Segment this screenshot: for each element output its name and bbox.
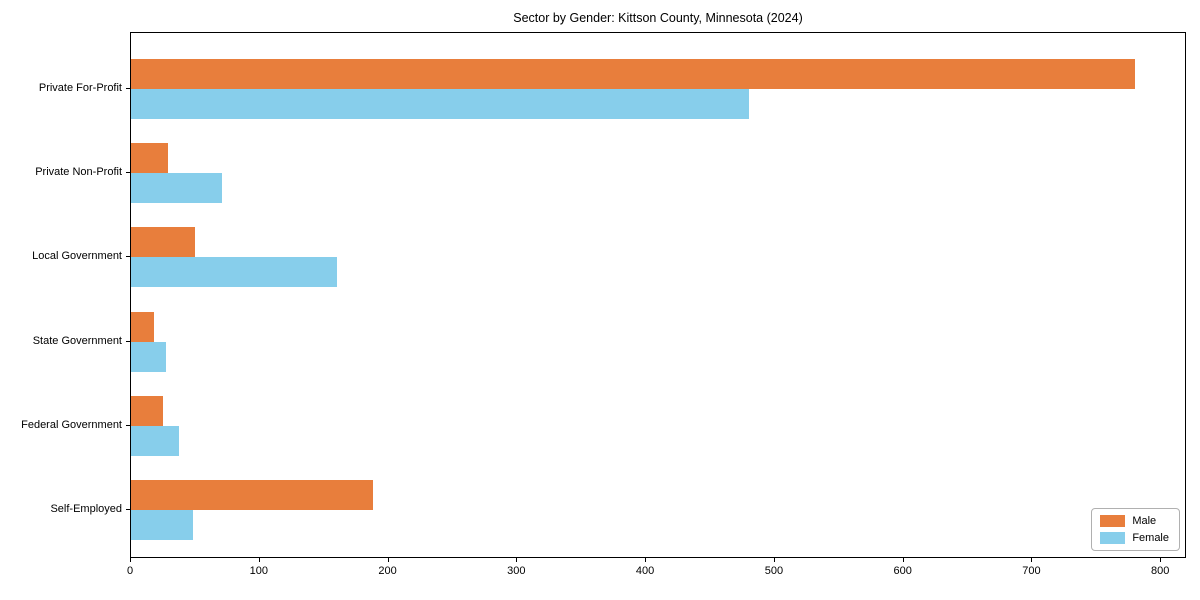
xtick-mark	[1160, 558, 1162, 562]
ytick-mark	[126, 88, 130, 89]
bar-female-3	[131, 257, 337, 288]
legend-label: Male	[1132, 515, 1157, 527]
ytick-label: Self-Employed	[50, 503, 122, 515]
ytick-mark	[126, 256, 130, 258]
bar-female-4	[131, 341, 166, 372]
ytick-label: Private Non-Profit	[35, 166, 122, 179]
bar-male-6	[131, 480, 373, 510]
xtick-mark	[645, 558, 647, 562]
xtick-label: 300	[507, 565, 526, 577]
xtick-mark	[516, 558, 518, 562]
xtick-mark	[387, 558, 389, 562]
xtick-label: 500	[764, 565, 784, 577]
bar-male-4	[131, 311, 155, 342]
xtick-mark	[1031, 558, 1033, 562]
xtick-label: 800	[1151, 565, 1170, 577]
xtick-label: 200	[378, 565, 397, 577]
bar-male-3	[131, 227, 196, 258]
legend-entry-male: Male	[1100, 515, 1169, 527]
xtick-label: 600	[893, 565, 912, 577]
xtick-mark	[130, 558, 131, 562]
ytick-mark	[126, 340, 130, 342]
x-axis: 0 100 200 300 400 500 600 700 800	[126, 558, 1186, 588]
bar-male-2	[131, 143, 169, 174]
legend-entry-female: Female	[1100, 532, 1169, 544]
xtick-label: 400	[635, 565, 655, 577]
bar-female-2	[131, 173, 223, 204]
ytick-label: Local Government	[32, 250, 122, 263]
bar-male-5	[131, 395, 164, 426]
xtick-mark	[773, 558, 775, 562]
xtick-label: 0	[126, 565, 134, 577]
plot-area: Male Female	[130, 32, 1186, 558]
bar-female-1	[131, 89, 750, 119]
xtick-label: 100	[249, 565, 268, 577]
ytick-label: State Government	[32, 334, 122, 347]
xtick-mark	[258, 558, 260, 562]
ytick-mark	[126, 509, 130, 510]
legend-swatch-female	[1100, 532, 1126, 544]
legend-swatch-male	[1100, 515, 1126, 527]
ytick-label: Private For-Profit	[38, 82, 122, 94]
legend-label: Female	[1132, 532, 1169, 544]
xtick-mark	[902, 558, 904, 562]
ytick-label: Federal Government	[21, 418, 122, 431]
ytick-mark	[126, 172, 130, 174]
bar-male-1	[131, 59, 1135, 89]
xtick-label: 700	[1022, 565, 1041, 577]
bar-female-6	[131, 510, 193, 540]
chart-title: Sector by Gender: Kittson County, Minnes…	[513, 11, 803, 25]
ytick-mark	[126, 424, 130, 426]
bar-female-5	[131, 425, 179, 456]
y-axis: Private For-Profit Private Non-Profit Loca…	[0, 32, 130, 558]
legend: Male Female	[1091, 508, 1180, 551]
